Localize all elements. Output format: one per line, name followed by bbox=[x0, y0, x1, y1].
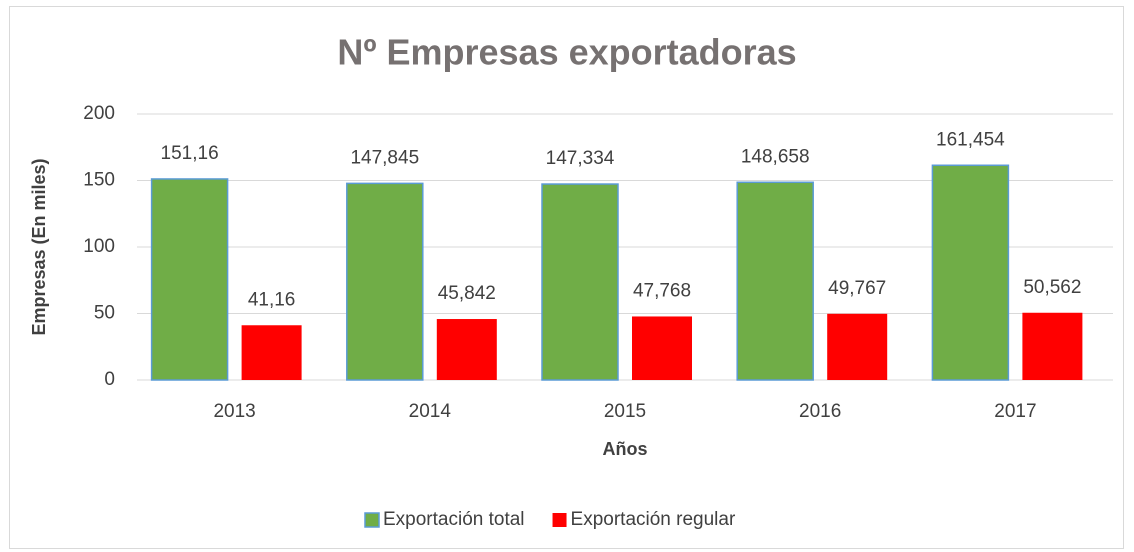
x-tick-label: 2017 bbox=[994, 401, 1036, 422]
value-label: 49,767 bbox=[828, 278, 886, 299]
bar bbox=[632, 316, 692, 380]
bar bbox=[1022, 312, 1083, 380]
value-label: 47,768 bbox=[633, 280, 691, 301]
bar bbox=[150, 178, 229, 381]
x-tick-label: 2015 bbox=[604, 401, 646, 422]
chart-title: Nº Empresas exportadoras bbox=[337, 32, 796, 73]
y-axis-label: Empresas (En miles) bbox=[29, 158, 49, 335]
x-tick-label: 2014 bbox=[409, 401, 452, 422]
bar bbox=[241, 325, 302, 380]
x-tick-label: 2016 bbox=[799, 401, 841, 422]
legend-label: Exportación total bbox=[383, 509, 525, 530]
bar bbox=[436, 319, 497, 380]
value-label: 41,16 bbox=[248, 289, 296, 310]
value-label: 161,454 bbox=[936, 129, 1005, 150]
bar bbox=[931, 164, 1010, 381]
bar bbox=[736, 181, 814, 381]
value-label: 148,658 bbox=[741, 146, 810, 167]
y-tick-label: 200 bbox=[83, 103, 115, 124]
bar bbox=[827, 313, 888, 380]
value-label: 147,334 bbox=[546, 148, 615, 169]
y-tick-label: 100 bbox=[83, 236, 115, 257]
bar bbox=[541, 183, 619, 381]
legend-label: Exportación regular bbox=[571, 509, 736, 530]
value-label: 45,842 bbox=[438, 283, 496, 304]
x-tick-label: 2013 bbox=[213, 401, 255, 422]
value-label: 147,845 bbox=[350, 147, 419, 168]
legend-swatch bbox=[552, 513, 567, 527]
y-tick-label: 50 bbox=[94, 303, 115, 324]
value-label: 151,16 bbox=[161, 143, 219, 164]
value-label: 50,562 bbox=[1023, 277, 1081, 298]
y-tick-label: 150 bbox=[83, 170, 115, 191]
bar bbox=[346, 182, 424, 381]
y-tick-label: 0 bbox=[104, 369, 115, 390]
legend-swatch bbox=[364, 512, 380, 528]
x-axis-label: Años bbox=[603, 439, 648, 459]
